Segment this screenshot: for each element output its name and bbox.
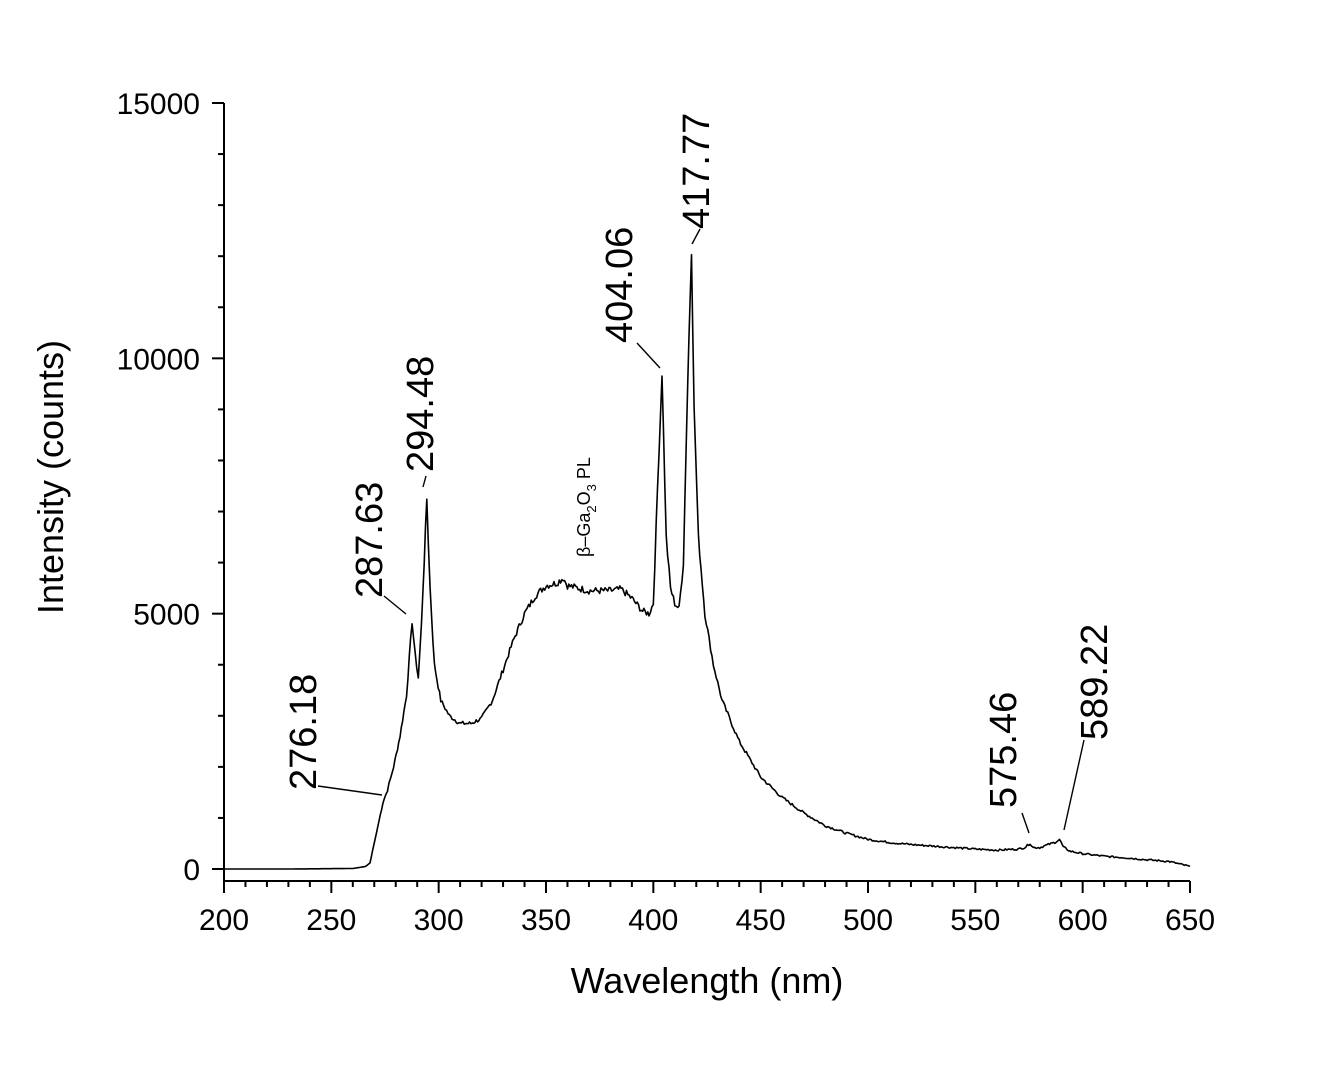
- x-tick-label: 600: [1058, 904, 1108, 937]
- y-tick-label: 10000: [117, 343, 200, 376]
- x-axis-ticks: 200 250 300 350 400 450 500 550 600 650: [199, 881, 1215, 937]
- y-axis-ticks: 0 5000 10000 15000: [117, 88, 224, 887]
- peak-label-575-46: 575.46: [983, 692, 1025, 808]
- beta-ga2o3-pl-annotation: β–Ga2O3 PL: [574, 457, 599, 557]
- y-tick-label: 5000: [133, 599, 200, 632]
- x-tick-label: 550: [950, 904, 1000, 937]
- peak-leader-line: [691, 228, 701, 245]
- x-tick-label: 400: [628, 904, 678, 937]
- y-axis-title: Intensity (counts): [30, 340, 71, 614]
- x-tick-label: 350: [521, 904, 571, 937]
- peak-label-287-63: 287.63: [349, 482, 391, 598]
- x-tick-label: 650: [1165, 904, 1215, 937]
- x-tick-label: 300: [414, 904, 464, 937]
- x-axis-title: Wavelength (nm): [571, 960, 844, 1001]
- peak-label-589-22: 589.22: [1074, 624, 1116, 740]
- y-tick-label: 0: [183, 854, 200, 887]
- x-tick-label: 500: [843, 904, 893, 937]
- spectrum-line: [224, 253, 1191, 870]
- peak-leader-line: [1021, 812, 1030, 834]
- peak-label-276-18: 276.18: [283, 674, 325, 790]
- peak-leader-line: [636, 342, 661, 369]
- peak-label-294-48: 294.48: [400, 356, 442, 472]
- x-tick-label: 200: [199, 904, 249, 937]
- x-tick-label: 450: [736, 904, 786, 937]
- peak-label-404-06: 404.06: [599, 227, 641, 343]
- y-tick-label: 15000: [117, 88, 200, 121]
- peak-leader-line: [317, 785, 383, 796]
- peak-leader-line: [383, 595, 407, 615]
- peak-label-417-77: 417.77: [676, 113, 718, 229]
- peak-leader-line: [1063, 739, 1085, 831]
- x-tick-label: 250: [306, 904, 356, 937]
- peak-leader-line: [422, 475, 427, 488]
